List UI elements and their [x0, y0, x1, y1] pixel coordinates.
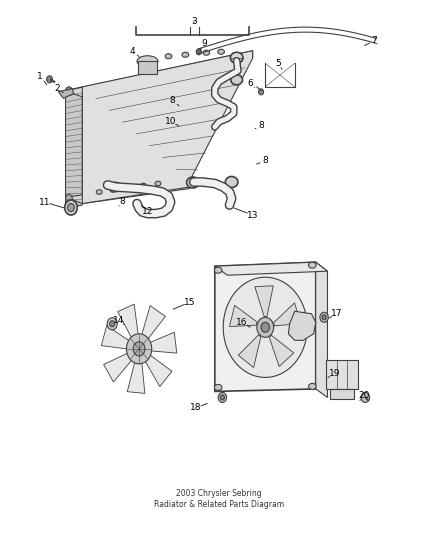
Ellipse shape	[230, 52, 243, 63]
Ellipse shape	[155, 181, 161, 186]
Circle shape	[361, 392, 370, 402]
Polygon shape	[148, 332, 177, 353]
Circle shape	[218, 392, 226, 402]
Polygon shape	[58, 88, 74, 98]
Text: 2: 2	[54, 84, 60, 93]
Polygon shape	[118, 304, 138, 339]
Polygon shape	[144, 354, 172, 386]
Circle shape	[322, 315, 326, 320]
Text: 8: 8	[170, 96, 176, 106]
Polygon shape	[104, 352, 133, 382]
Circle shape	[66, 87, 72, 95]
Circle shape	[196, 49, 201, 55]
Ellipse shape	[182, 52, 189, 57]
Polygon shape	[238, 335, 261, 368]
FancyBboxPatch shape	[138, 61, 157, 74]
Text: 19: 19	[329, 369, 340, 378]
Ellipse shape	[140, 183, 146, 188]
Polygon shape	[330, 389, 353, 399]
Circle shape	[65, 200, 77, 215]
Text: 13: 13	[247, 211, 258, 220]
Ellipse shape	[165, 54, 172, 59]
Ellipse shape	[225, 176, 238, 188]
Circle shape	[107, 318, 117, 330]
Text: 12: 12	[142, 207, 153, 215]
Circle shape	[67, 204, 74, 212]
Polygon shape	[101, 326, 131, 349]
Text: 10: 10	[165, 117, 177, 126]
Ellipse shape	[214, 267, 222, 273]
Ellipse shape	[126, 185, 131, 190]
Text: 8: 8	[120, 197, 125, 206]
Polygon shape	[269, 335, 294, 367]
Ellipse shape	[96, 190, 102, 195]
Text: 2003 Chrysler Sebring
Radiator & Related Parts Diagram: 2003 Chrysler Sebring Radiator & Related…	[154, 489, 284, 509]
Ellipse shape	[308, 383, 316, 390]
Polygon shape	[230, 305, 257, 327]
Ellipse shape	[187, 177, 199, 188]
Ellipse shape	[214, 384, 222, 391]
Text: 16: 16	[237, 318, 248, 327]
Ellipse shape	[308, 262, 316, 268]
Text: 20: 20	[358, 391, 370, 400]
Circle shape	[66, 195, 72, 203]
Polygon shape	[66, 87, 82, 208]
Circle shape	[223, 277, 307, 377]
Polygon shape	[141, 306, 166, 341]
Polygon shape	[316, 262, 328, 398]
Ellipse shape	[203, 50, 210, 55]
Circle shape	[46, 76, 53, 83]
Text: 15: 15	[184, 298, 195, 307]
Text: 6: 6	[247, 79, 254, 88]
Circle shape	[110, 321, 115, 327]
Circle shape	[220, 395, 224, 400]
Text: 8: 8	[262, 157, 268, 165]
Text: 7: 7	[372, 36, 378, 45]
Text: 4: 4	[130, 47, 136, 56]
Circle shape	[133, 342, 145, 356]
Text: 1: 1	[37, 72, 43, 82]
Ellipse shape	[110, 182, 121, 191]
Circle shape	[257, 317, 274, 337]
Text: 9: 9	[201, 39, 207, 48]
Circle shape	[320, 312, 328, 322]
Polygon shape	[255, 286, 273, 317]
Polygon shape	[215, 262, 328, 275]
Polygon shape	[274, 303, 301, 326]
Circle shape	[127, 334, 152, 364]
Circle shape	[261, 322, 269, 332]
Text: 5: 5	[275, 59, 281, 68]
Text: 11: 11	[39, 198, 50, 207]
Polygon shape	[66, 51, 253, 97]
Polygon shape	[66, 182, 190, 204]
Polygon shape	[82, 51, 253, 204]
Ellipse shape	[137, 56, 158, 67]
FancyBboxPatch shape	[326, 360, 358, 389]
Ellipse shape	[231, 75, 243, 85]
Text: 3: 3	[191, 17, 197, 26]
Text: 8: 8	[258, 122, 264, 131]
Ellipse shape	[218, 49, 224, 54]
Circle shape	[258, 89, 264, 95]
Ellipse shape	[110, 188, 116, 192]
Polygon shape	[127, 360, 145, 393]
Text: 18: 18	[190, 403, 201, 413]
Polygon shape	[215, 262, 316, 391]
Text: 14: 14	[113, 316, 125, 325]
Text: 17: 17	[331, 309, 343, 318]
Polygon shape	[288, 311, 316, 341]
